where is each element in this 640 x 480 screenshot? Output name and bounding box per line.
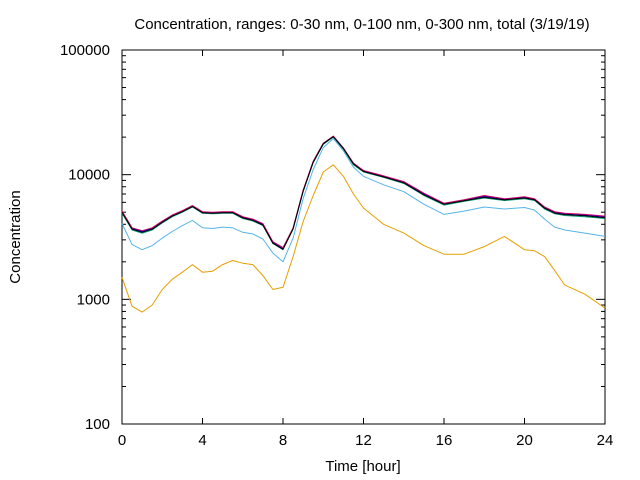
y-axis-label: Concentration: [7, 190, 24, 283]
axis-ticks: 0 4 8 12 16 20 24 100 1000 10000 100000: [60, 42, 613, 449]
series-line-6: [121, 136, 606, 250]
x-tick-label: 4: [198, 432, 206, 449]
plot-frame: [121, 49, 606, 425]
x-tick-label: 24: [597, 432, 614, 449]
x-axis-label: Time [hour]: [325, 458, 400, 475]
plot-area: [121, 49, 606, 425]
series-layer: [121, 135, 606, 313]
x-tick-label: 0: [118, 432, 126, 449]
y-tick-label: 10000: [68, 167, 110, 184]
chart-title: Concentration, ranges: 0-30 nm, 0-100 nm…: [134, 16, 589, 33]
series-line-4: [121, 135, 606, 250]
series-line-3: [121, 136, 606, 251]
x-tick-label: 16: [436, 432, 453, 449]
x-tick-label: 12: [355, 432, 372, 449]
series-line-2: [121, 138, 606, 263]
y-tick-label: 100: [85, 416, 110, 433]
series-line-5: [121, 135, 606, 249]
x-tick-label: 8: [279, 432, 287, 449]
y-tick-label: 100000: [60, 42, 110, 59]
x-tick-label: 20: [516, 432, 533, 449]
y-tick-label: 1000: [77, 291, 110, 308]
series-line-1: [121, 164, 606, 313]
